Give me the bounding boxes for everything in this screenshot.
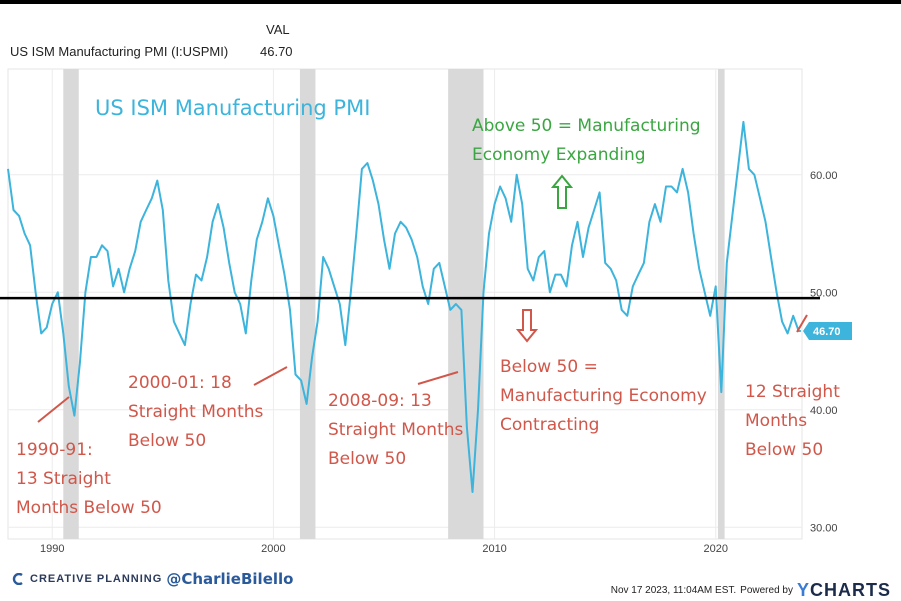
footer-attribution: Nov 17 2023, 11:04AM EST. Powered by YCH… xyxy=(611,580,891,601)
powered-by-label: Powered by xyxy=(740,585,793,596)
pointer-line-2022 xyxy=(796,314,808,333)
last-value-tag-bg xyxy=(803,322,852,341)
pmi-series xyxy=(7,120,801,493)
annotation-below-50: Below 50 = Manufacturing Economy Contrac… xyxy=(500,357,707,435)
annotation-above-50: Above 50 = Manufacturing Economy Expandi… xyxy=(472,116,701,165)
x-tick-label: 2020 xyxy=(704,543,728,555)
y-axis-ticks: 30.00 40.00 50.00 60.00 xyxy=(810,170,838,535)
y-tick-label: 40.00 xyxy=(810,405,838,417)
timestamp: Nov 17 2023, 11:04AM EST. xyxy=(610,585,737,596)
last-value-tag-label: 46.70 xyxy=(813,326,841,338)
down-arrow-icon xyxy=(515,309,539,343)
annotation-2022-23: 12 Straight Months Below 50 xyxy=(745,382,840,460)
y-tick-label: 30.00 xyxy=(810,522,838,534)
recession-band xyxy=(63,69,79,539)
x-tick-label: 2010 xyxy=(482,543,506,555)
twitter-handle: @CharlieBilello xyxy=(166,570,294,588)
recession-band xyxy=(448,69,484,539)
annotation-2000-01: 2000-01: 18 Straight Months Below 50 xyxy=(128,373,264,451)
creative-planning-logo-icon xyxy=(12,573,23,585)
current-value: 46.70 xyxy=(260,44,293,59)
x-tick-label: 2000 xyxy=(261,543,285,555)
top-border xyxy=(0,0,901,4)
x-axis-ticks: 1990 2000 2010 2020 xyxy=(40,543,728,555)
y-tick-label: 60.00 xyxy=(810,170,838,182)
annotation-arrows xyxy=(37,174,808,423)
pointer-line-2008 xyxy=(417,371,459,385)
pmi-line xyxy=(7,120,801,493)
recession-shading xyxy=(63,69,725,539)
recession-band xyxy=(717,69,725,539)
y-tick-label: 50.00 xyxy=(810,287,838,299)
pointer-line-1990 xyxy=(37,396,70,423)
series-label: US ISM Manufacturing PMI (I:USPMI) xyxy=(10,44,229,59)
last-value-tag: 46.70 xyxy=(803,322,852,341)
annotation-1990-91: 1990-91: 13 Straight Months Below 50 xyxy=(16,440,162,518)
footer-brand: CREATIVE PLANNING @CharlieBilello xyxy=(12,570,293,588)
val-column-label: VAL xyxy=(266,22,290,37)
chart-title: US ISM Manufacturing PMI xyxy=(95,96,371,120)
recession-band xyxy=(299,69,316,539)
brand-name: CREATIVE PLANNING xyxy=(30,573,163,585)
x-tick-label: 1990 xyxy=(40,543,64,555)
up-arrow-icon xyxy=(550,174,574,209)
annotation-2008-09: 2008-09: 13 Straight Months Below 50 xyxy=(328,391,464,469)
ycharts-logo: YCHARTS xyxy=(796,580,891,600)
plot-frame xyxy=(7,68,803,540)
pointer-line-2000 xyxy=(253,366,288,386)
